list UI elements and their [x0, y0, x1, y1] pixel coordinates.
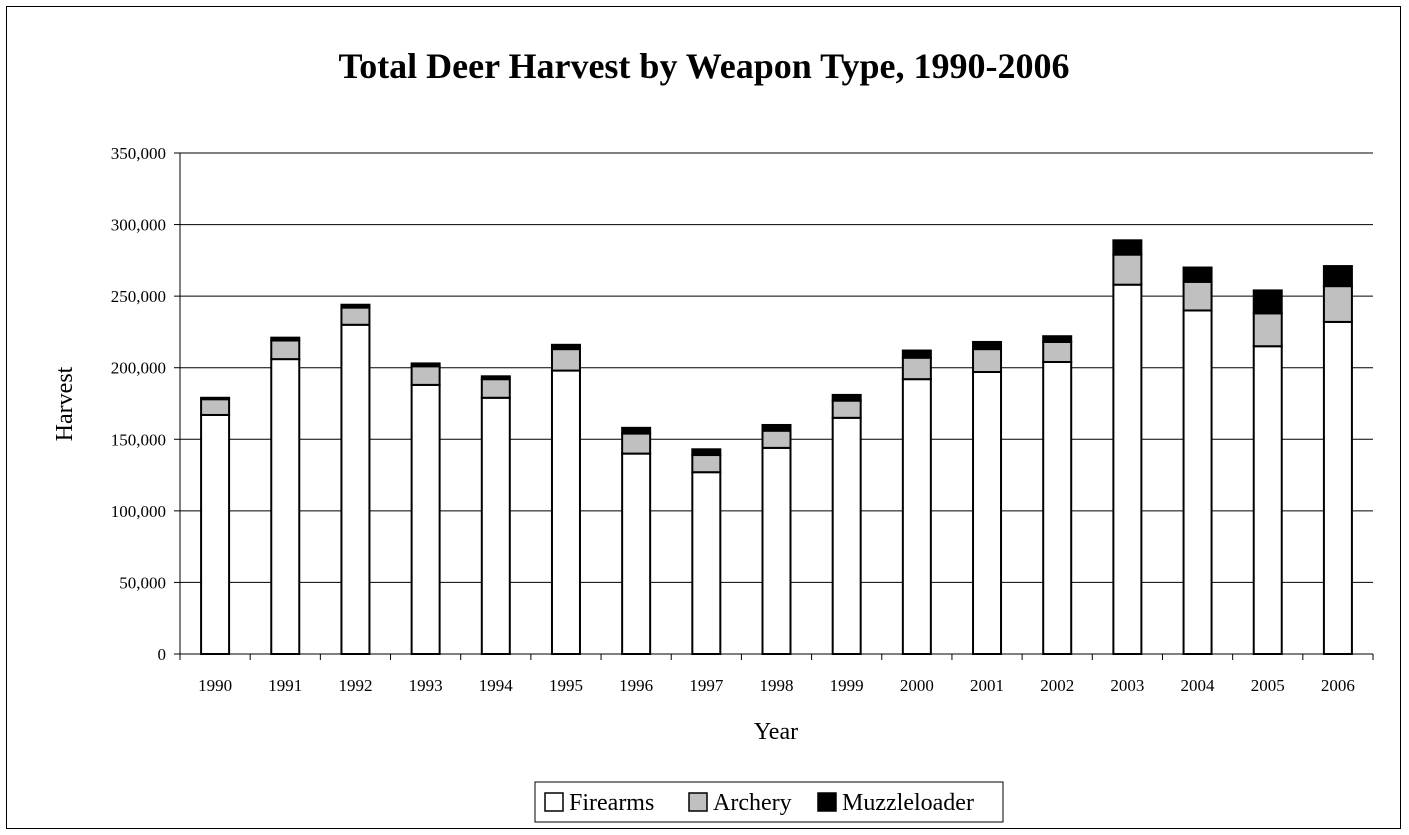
x-tick-label: 1997 — [689, 676, 724, 695]
bar-archery-1999 — [831, 399, 862, 419]
bar-muzzleloader-1990 — [200, 396, 231, 401]
axes — [174, 152, 1374, 660]
y-tick-label: 150,000 — [111, 430, 166, 449]
y-tick-labels: 0 50,000 100,000 150,000 200,000 250,000 300,0… — [111, 144, 166, 664]
x-tick-label: 1995 — [549, 676, 583, 695]
bar-muzzleloader-1991 — [270, 336, 301, 342]
bar-archery-2000 — [901, 356, 932, 381]
x-tick-label: 2003 — [1110, 676, 1144, 695]
bar-firearms-1997 — [691, 471, 722, 655]
bar-firearms-1995 — [550, 369, 581, 655]
bar-archery-2005 — [1252, 312, 1283, 348]
x-tick-label: 1992 — [338, 676, 372, 695]
x-tick-label: 1990 — [198, 676, 232, 695]
bar-archery-1995 — [550, 348, 581, 372]
bar-archery-1993 — [410, 365, 441, 386]
y-tick-label: 300,000 — [111, 216, 166, 235]
bar-firearms-2000 — [901, 378, 932, 655]
bar-firearms-2002 — [1042, 360, 1073, 655]
y-tick-label: 0 — [158, 645, 167, 664]
x-tick-label: 1998 — [760, 676, 794, 695]
bar-archery-1992 — [340, 306, 371, 326]
legend: Firearms Archery Muzzleloader — [534, 781, 1004, 823]
chart-frame — [6, 6, 1401, 829]
bar-muzzleloader-2004 — [1182, 266, 1213, 283]
chart-title: Total Deer Harvest by Weapon Type, 1990-… — [338, 46, 1069, 86]
bar-muzzleloader-1999 — [831, 393, 862, 402]
bar-firearms-1991 — [270, 358, 301, 655]
x-tick-label: 1996 — [619, 676, 653, 695]
x-tick-label: 2006 — [1321, 676, 1355, 695]
y-tick-label: 250,000 — [111, 287, 166, 306]
legend-label-muzzleloader: Muzzleloader — [842, 790, 974, 816]
bar-archery-1996 — [621, 432, 652, 455]
bar-firearms-1990 — [200, 413, 231, 655]
bar-firearms-1993 — [410, 383, 441, 655]
bar-muzzleloader-1992 — [340, 303, 371, 309]
legend-label-archery: Archery — [713, 790, 792, 816]
x-tick-label: 2000 — [900, 676, 934, 695]
bar-firearms-1996 — [621, 452, 652, 655]
x-tick-label: 1994 — [479, 676, 514, 695]
bar-archery-1997 — [691, 454, 722, 474]
bar-muzzleloader-1996 — [621, 426, 652, 435]
x-tick-label: 2005 — [1251, 676, 1285, 695]
y-tick-label: 50,000 — [119, 573, 166, 592]
x-tick-label: 2004 — [1181, 676, 1216, 695]
bar-firearms-1999 — [831, 416, 862, 656]
bar-archery-2002 — [1042, 340, 1073, 363]
y-tick-label: 100,000 — [111, 502, 166, 521]
x-tick-label: 1991 — [268, 676, 302, 695]
bar-muzzleloader-1994 — [480, 375, 511, 381]
bar-archery-2003 — [1112, 253, 1143, 286]
bar-muzzleloader-2002 — [1042, 335, 1073, 343]
bar-firearms-2004 — [1182, 309, 1213, 655]
x-tick-label: 2001 — [970, 676, 1004, 695]
x-tick-labels: 1990 1991 1992 1993 1994 1995 1996 1997 1998 1999… — [198, 676, 1355, 695]
bar-archery-1990 — [200, 398, 231, 416]
bar-muzzleloader-2000 — [901, 349, 932, 359]
x-tick-label: 1999 — [830, 676, 864, 695]
bar-muzzleloader-1997 — [691, 448, 722, 457]
legend-swatch-firearms — [544, 792, 564, 812]
x-tick-label: 1993 — [409, 676, 443, 695]
y-tick-label: 200,000 — [111, 359, 166, 378]
bar-muzzleloader-1995 — [550, 343, 581, 351]
gridlines — [180, 152, 1373, 583]
bar-firearms-2001 — [972, 371, 1003, 655]
bar-muzzleloader-1998 — [761, 423, 792, 432]
bar-firearms-2003 — [1112, 283, 1143, 655]
bar-firearms-2005 — [1252, 345, 1283, 655]
bar-archery-2001 — [972, 348, 1003, 374]
legend-box — [534, 781, 1004, 823]
legend-label-firearms: Firearms — [569, 790, 654, 816]
legend-swatch-muzzleloader — [817, 792, 837, 812]
bar-firearms-1998 — [761, 446, 792, 656]
legend-swatch-archery — [688, 792, 708, 812]
bar-archery-2006 — [1322, 285, 1353, 323]
bar-firearms-1992 — [340, 323, 371, 655]
x-tick-label: 2002 — [1040, 676, 1074, 695]
y-tick-label: 350,000 — [111, 144, 166, 163]
bar-archery-1991 — [270, 339, 301, 361]
bar-archery-1998 — [761, 429, 792, 449]
y-axis-label: Harvest — [52, 366, 78, 441]
bars — [200, 239, 1353, 656]
bar-muzzleloader-2006 — [1322, 265, 1353, 288]
bar-firearms-2006 — [1322, 320, 1353, 655]
x-axis-label: Year — [754, 719, 798, 745]
bar-archery-1994 — [480, 378, 511, 399]
bar-firearms-1994 — [480, 396, 511, 655]
bar-muzzleloader-2001 — [972, 340, 1003, 351]
bar-muzzleloader-2003 — [1112, 239, 1143, 256]
bar-muzzleloader-1993 — [410, 362, 441, 368]
bar-archery-2004 — [1182, 280, 1213, 312]
bar-muzzleloader-2005 — [1252, 289, 1283, 315]
